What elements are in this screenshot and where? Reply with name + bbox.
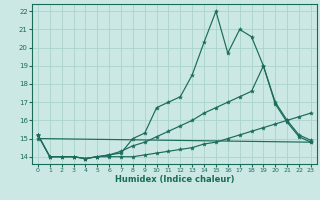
X-axis label: Humidex (Indice chaleur): Humidex (Indice chaleur) (115, 175, 234, 184)
